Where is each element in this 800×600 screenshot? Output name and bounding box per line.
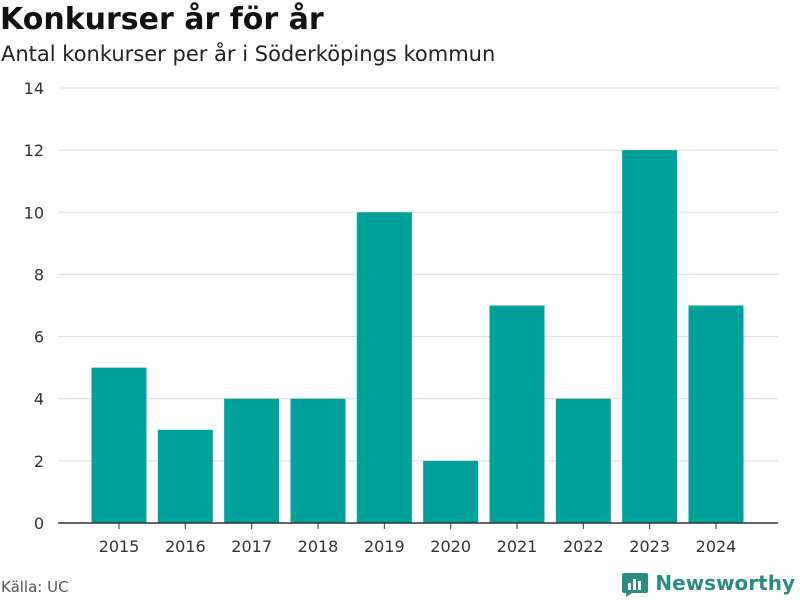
brand-logo: Newsworthy	[621, 568, 795, 598]
bar-chart: 0 2 4 6 8 10 12 14 2015 2016 2017 2018 2019 2020 2021 2…	[24, 79, 778, 556]
bar-2022	[555, 398, 611, 523]
gridlines	[58, 87, 778, 462]
y-tick-label: 0	[34, 514, 44, 533]
bar-2023	[622, 150, 678, 523]
x-tick-label: 2017	[231, 537, 272, 556]
bar-2019	[356, 212, 412, 524]
y-tick-label: 8	[34, 265, 44, 284]
y-tick-label: 2	[34, 452, 44, 471]
bar-2016	[157, 429, 213, 523]
bar-2020	[423, 460, 479, 523]
bar-2021	[489, 305, 545, 523]
x-tick-label: 2019	[364, 537, 405, 556]
bars	[91, 150, 744, 524]
x-tick-label: 2024	[696, 537, 737, 556]
bar-2018	[290, 398, 346, 523]
y-tick-label: 4	[34, 390, 44, 409]
y-tick-label: 14	[24, 79, 44, 98]
axes: 0 2 4 6 8 10 12 14 2015 2016 2017 2018 2019 2020 2021 2…	[24, 79, 778, 556]
chart-subtitle: Antal konkurser per år i Söderköpings ko…	[1, 42, 496, 66]
bar-chart-logo-icon	[622, 573, 649, 597]
bar-2017	[224, 398, 280, 523]
bar-2024	[688, 305, 744, 523]
x-tick-label: 2022	[563, 537, 604, 556]
y-tick-label: 6	[34, 328, 44, 347]
x-tick-label: 2015	[99, 537, 140, 556]
bar-2015	[91, 367, 147, 523]
x-tick-label: 2023	[629, 537, 670, 556]
x-tick-label: 2018	[298, 537, 339, 556]
brand-name: Newsworthy	[655, 571, 795, 595]
y-tick-label: 10	[24, 203, 44, 222]
x-tick-label: 2020	[430, 537, 471, 556]
x-tick-label: 2021	[497, 537, 538, 556]
chart-title: Konkurser år för år	[0, 2, 324, 37]
y-tick-label: 12	[24, 141, 44, 160]
source-note: Källa: UC	[1, 578, 69, 596]
x-tick-label: 2016	[165, 537, 206, 556]
